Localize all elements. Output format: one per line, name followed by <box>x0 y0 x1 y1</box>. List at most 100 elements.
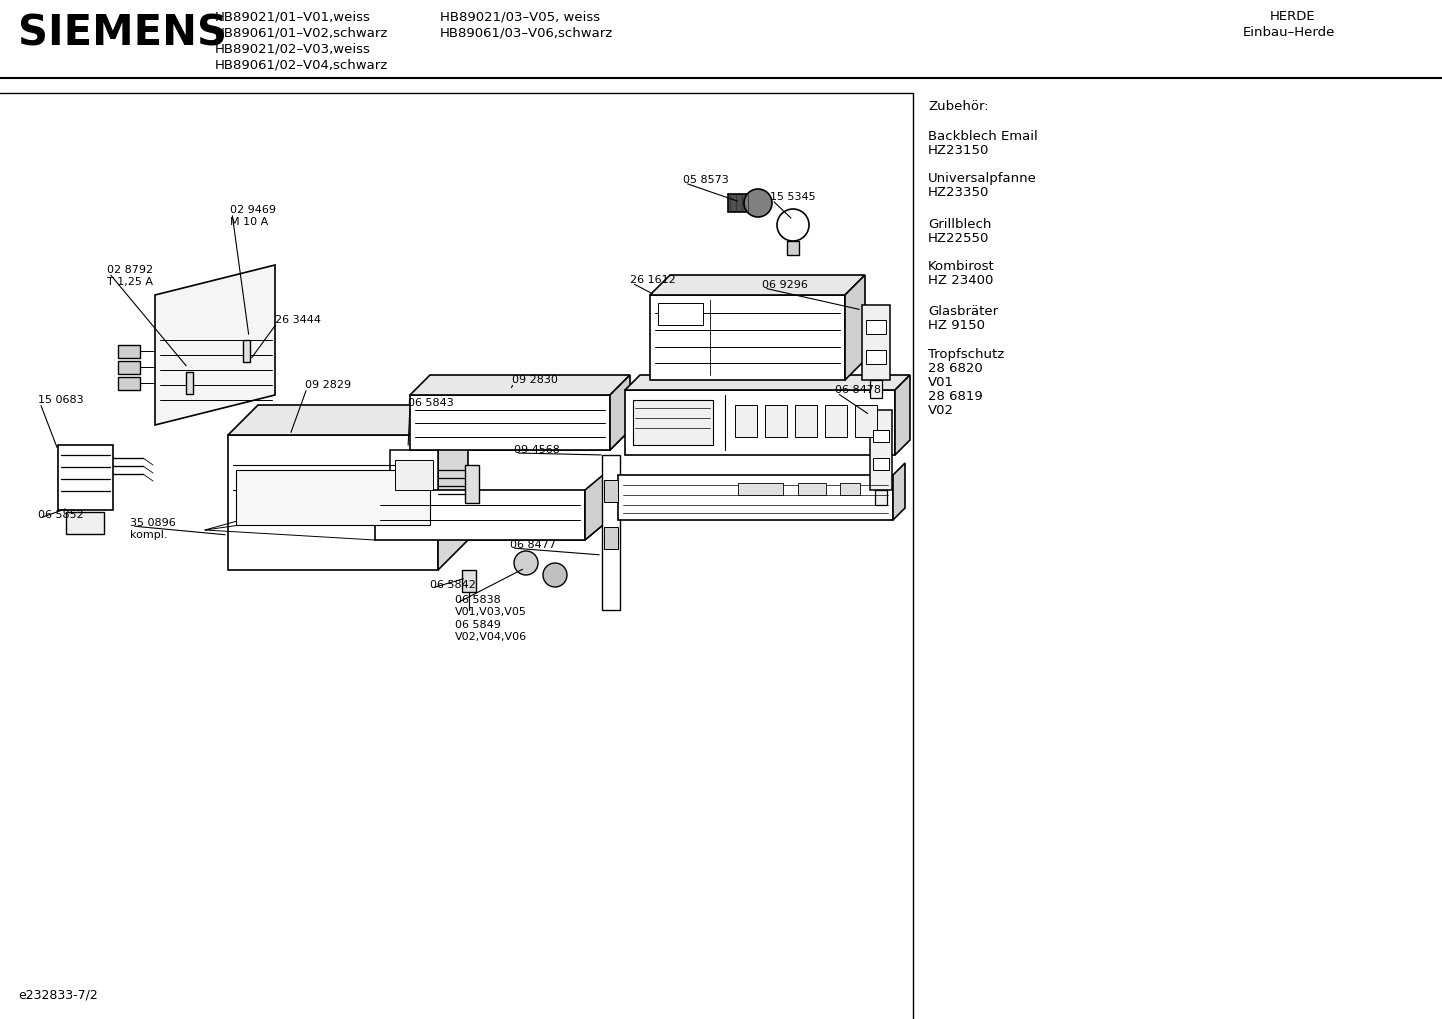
Text: Kombirost: Kombirost <box>929 260 995 273</box>
Bar <box>118 361 140 374</box>
Text: HB89021/01–V01,weiss: HB89021/01–V01,weiss <box>215 10 371 23</box>
Text: Zubehör:: Zubehör: <box>929 100 989 113</box>
Text: HZ22550: HZ22550 <box>929 232 989 245</box>
Polygon shape <box>895 375 910 455</box>
Text: Universalpfanne: Universalpfanne <box>929 172 1037 185</box>
Text: Grillblech: Grillblech <box>929 218 992 231</box>
Bar <box>236 470 430 525</box>
Text: 06 5843: 06 5843 <box>408 398 454 408</box>
Bar <box>186 372 193 394</box>
Bar <box>841 483 859 495</box>
Polygon shape <box>610 375 630 450</box>
Bar <box>604 480 619 502</box>
Text: 06 9296: 06 9296 <box>761 280 808 290</box>
Text: HZ 9150: HZ 9150 <box>929 319 985 332</box>
Polygon shape <box>438 405 469 570</box>
Polygon shape <box>845 275 865 380</box>
Text: HZ23150: HZ23150 <box>929 144 989 157</box>
Text: 06 5842: 06 5842 <box>430 580 476 590</box>
Text: HB89021/02–V03,weiss: HB89021/02–V03,weiss <box>215 42 371 55</box>
Polygon shape <box>375 490 585 540</box>
Bar <box>244 340 249 362</box>
Bar <box>601 455 620 610</box>
Bar <box>787 242 799 255</box>
Text: HB89061/02–V04,schwarz: HB89061/02–V04,schwarz <box>215 58 388 71</box>
Bar <box>118 377 140 390</box>
Text: 28 6820: 28 6820 <box>929 362 983 375</box>
Bar <box>728 194 756 212</box>
Polygon shape <box>410 375 630 395</box>
Text: 26 3444: 26 3444 <box>275 315 322 325</box>
Polygon shape <box>410 430 630 450</box>
Text: 05 8573: 05 8573 <box>684 175 728 185</box>
Bar <box>738 483 783 495</box>
Text: V01: V01 <box>929 376 955 389</box>
Bar <box>867 350 885 364</box>
Text: 26 1612: 26 1612 <box>630 275 676 285</box>
Polygon shape <box>624 375 910 390</box>
Text: V02: V02 <box>929 404 955 417</box>
Bar <box>604 527 619 549</box>
Polygon shape <box>893 463 906 520</box>
Bar <box>862 305 890 380</box>
Bar <box>461 570 476 592</box>
Bar <box>58 445 112 510</box>
Bar <box>464 465 479 503</box>
Polygon shape <box>585 475 603 540</box>
Text: 02 8792
T 1,25 A: 02 8792 T 1,25 A <box>107 265 153 287</box>
Bar <box>633 400 712 445</box>
Polygon shape <box>228 405 469 435</box>
Text: HB89061/01–V02,schwarz: HB89061/01–V02,schwarz <box>215 26 388 39</box>
Bar <box>395 460 433 490</box>
Bar <box>867 320 885 334</box>
Polygon shape <box>154 265 275 425</box>
Text: 06 8477: 06 8477 <box>510 540 557 550</box>
Bar <box>66 512 104 534</box>
Bar <box>795 405 818 437</box>
Text: 02 9469
M 10 A: 02 9469 M 10 A <box>231 205 275 227</box>
Polygon shape <box>619 475 893 520</box>
Bar <box>658 303 704 325</box>
Bar <box>389 450 438 535</box>
Polygon shape <box>410 395 610 450</box>
Text: 06 8478: 06 8478 <box>835 385 881 395</box>
Text: 28 6819: 28 6819 <box>929 390 983 403</box>
Polygon shape <box>228 435 438 570</box>
Text: HZ 23400: HZ 23400 <box>929 274 994 287</box>
Text: Einbau–Herde: Einbau–Herde <box>1243 26 1335 39</box>
Text: 06 5838
V01,V03,V05
06 5849
V02,V04,V06: 06 5838 V01,V03,V05 06 5849 V02,V04,V06 <box>456 595 528 642</box>
Bar <box>797 483 826 495</box>
Bar <box>766 405 787 437</box>
Text: HB89021/03–V05, weiss: HB89021/03–V05, weiss <box>440 10 600 23</box>
Circle shape <box>513 551 538 575</box>
Circle shape <box>777 209 809 242</box>
Bar <box>872 458 890 470</box>
Circle shape <box>544 564 567 587</box>
Text: 09 4568: 09 4568 <box>513 445 559 455</box>
Text: 09 2829: 09 2829 <box>306 380 350 390</box>
Text: 15 0683: 15 0683 <box>37 395 84 405</box>
Text: HERDE: HERDE <box>1270 10 1315 23</box>
Text: Tropfschutz: Tropfschutz <box>929 348 1004 361</box>
Bar <box>870 410 893 490</box>
Text: HZ23350: HZ23350 <box>929 186 989 199</box>
Polygon shape <box>624 390 895 455</box>
Text: HB89061/03–V06,schwarz: HB89061/03–V06,schwarz <box>440 26 613 39</box>
Text: 06 5852: 06 5852 <box>37 510 84 520</box>
Text: Glasbräter: Glasbräter <box>929 305 998 318</box>
Polygon shape <box>650 275 865 294</box>
Circle shape <box>744 189 771 217</box>
Bar <box>875 490 887 505</box>
Text: SIEMENS: SIEMENS <box>17 12 226 54</box>
Text: 15 5345: 15 5345 <box>770 192 816 202</box>
Bar <box>872 430 890 442</box>
Bar <box>870 380 883 398</box>
Text: Backblech Email: Backblech Email <box>929 130 1038 143</box>
Bar <box>118 345 140 358</box>
Bar <box>855 405 877 437</box>
Bar <box>825 405 846 437</box>
Text: 09 2830: 09 2830 <box>512 375 558 385</box>
Text: 35 0896
kompl.: 35 0896 kompl. <box>130 518 176 540</box>
Polygon shape <box>375 525 603 540</box>
Polygon shape <box>650 294 845 380</box>
